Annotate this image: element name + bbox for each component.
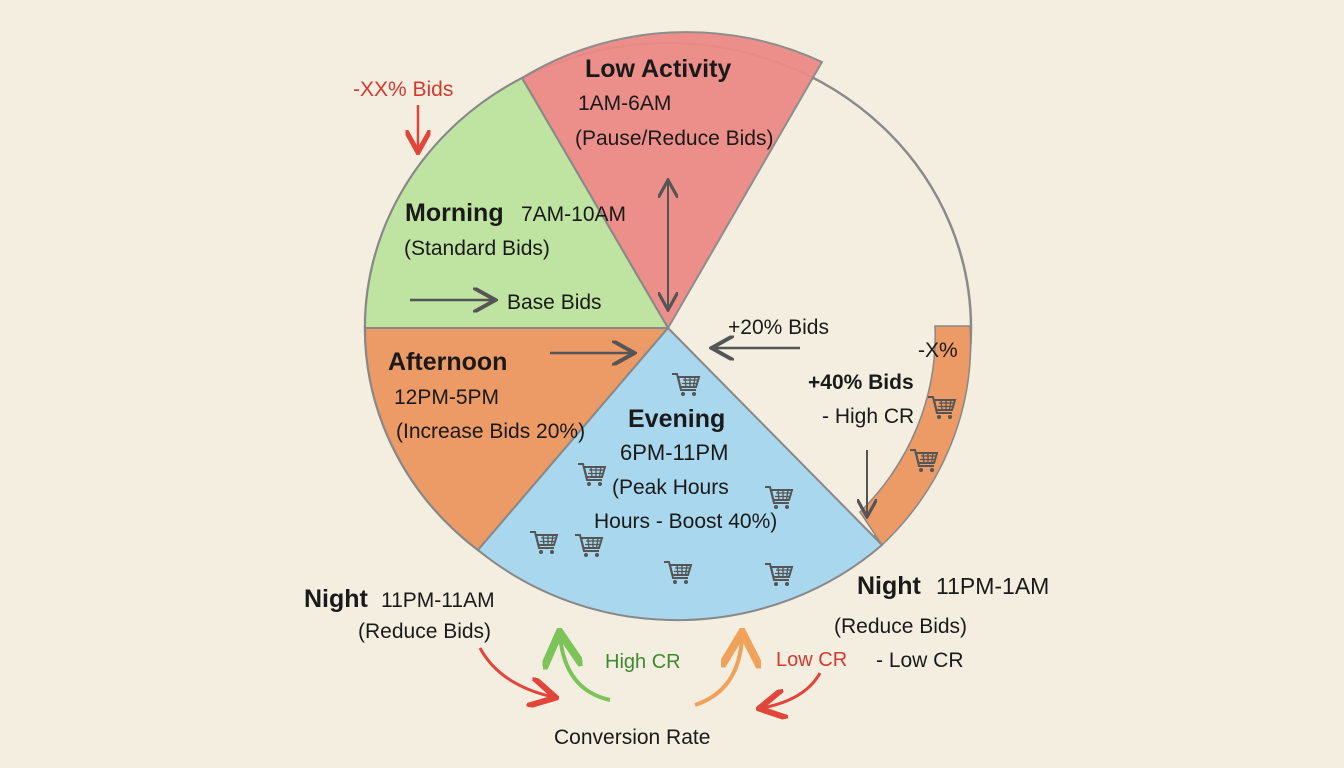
arrow-icon	[560, 636, 611, 702]
afternoon-time: 12PM-5PM	[394, 386, 499, 409]
high-cr-right-label: - High CR	[822, 405, 914, 428]
low-activity-note: (Pause/Reduce Bids)	[575, 127, 773, 150]
arrow-icon	[478, 647, 553, 697]
low-activity-title: Low Activity	[585, 55, 731, 83]
plus-40-bids-label: +40% Bids	[808, 371, 914, 394]
morning-time: 7AM-10AM	[521, 203, 626, 226]
afternoon-note: (Increase Bids 20%)	[396, 420, 585, 443]
night-right-low-cr: - Low CR	[876, 649, 964, 672]
base-bids-label: Base Bids	[507, 291, 602, 314]
evening-title: Evening	[628, 405, 725, 433]
slice-night-strip	[859, 325, 972, 547]
arrow-icon	[762, 672, 822, 708]
afternoon-title: Afternoon	[388, 348, 507, 376]
evening-note-line1: (Peak Hours	[612, 476, 729, 499]
night-right-time: 11PM-1AM	[936, 573, 1049, 599]
slice-morning	[363, 76, 670, 329]
night-left-title: Night	[304, 585, 369, 613]
slice-evening	[476, 326, 884, 622]
low-activity-time: 1AM-6AM	[578, 92, 671, 115]
low-cr-label: Low CR	[776, 649, 847, 671]
night-left-time: 11PM-11AM	[381, 589, 495, 612]
morning-title: Morning	[405, 199, 504, 227]
arrow-icon	[694, 636, 742, 707]
minus-xx-bids-label: -XX% Bids	[353, 78, 453, 101]
plus-20-bids-label: +20% Bids	[728, 316, 829, 339]
night-right-title: Night	[857, 572, 922, 600]
minus-x-label: -X%	[918, 339, 958, 362]
slice-afternoon	[363, 327, 671, 552]
morning-note: (Standard Bids)	[404, 237, 550, 260]
evening-note-line2: Hours - Boost 40%)	[594, 510, 777, 533]
night-left-note: (Reduce Bids)	[358, 620, 491, 643]
night-right-note: (Reduce Bids)	[834, 615, 967, 638]
evening-time: 6PM-11PM	[620, 440, 728, 465]
conversion-rate-label: Conversion Rate	[554, 726, 710, 749]
high-cr-label: High CR	[605, 651, 681, 673]
